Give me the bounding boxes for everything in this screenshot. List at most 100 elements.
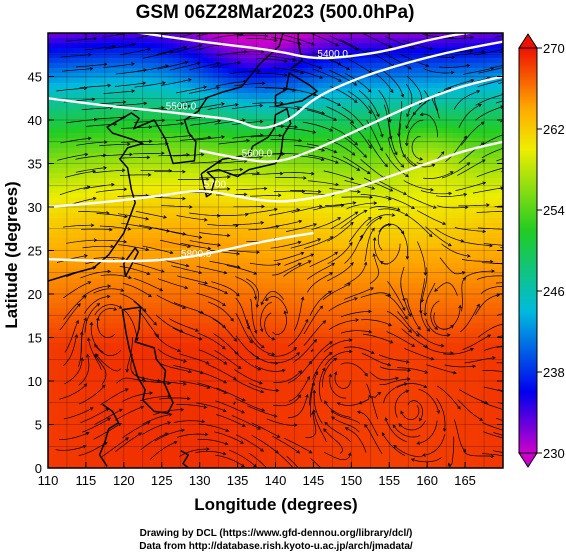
field-cell bbox=[138, 288, 144, 294]
field-cell bbox=[93, 118, 99, 124]
field-cell bbox=[248, 233, 254, 239]
field-cell bbox=[143, 173, 149, 179]
field-cell bbox=[193, 178, 199, 184]
field-cell bbox=[313, 253, 319, 259]
field-cell bbox=[133, 443, 139, 449]
field-cell bbox=[198, 73, 204, 79]
field-cell bbox=[163, 58, 169, 64]
field-cell bbox=[93, 338, 99, 344]
field-cell bbox=[198, 93, 204, 99]
field-cell bbox=[218, 358, 224, 364]
field-cell bbox=[113, 128, 119, 134]
field-cell bbox=[153, 93, 159, 99]
field-cell bbox=[48, 173, 54, 179]
field-cell bbox=[113, 183, 119, 189]
field-cell bbox=[278, 328, 284, 334]
field-cell bbox=[323, 383, 329, 389]
field-cell bbox=[243, 253, 249, 259]
field-cell bbox=[108, 308, 114, 314]
field-cell bbox=[253, 58, 259, 64]
field-cell bbox=[73, 168, 79, 174]
field-cell bbox=[243, 348, 249, 354]
field-cell bbox=[118, 288, 124, 294]
field-cell bbox=[298, 403, 304, 409]
field-cell bbox=[318, 213, 324, 219]
field-cell bbox=[333, 58, 339, 64]
field-cell bbox=[88, 98, 94, 104]
field-cell bbox=[283, 393, 289, 399]
field-cell bbox=[213, 333, 219, 339]
field-cell bbox=[78, 188, 84, 194]
field-cell bbox=[243, 308, 249, 314]
field-cell bbox=[248, 288, 254, 294]
field-cell bbox=[68, 423, 74, 429]
field-cell bbox=[73, 243, 79, 249]
field-cell bbox=[258, 183, 264, 189]
field-cell bbox=[208, 198, 214, 204]
field-cell bbox=[183, 278, 189, 284]
field-cell bbox=[73, 208, 79, 214]
field-cell bbox=[128, 323, 134, 329]
field-cell bbox=[263, 233, 269, 239]
field-cell bbox=[63, 448, 69, 454]
field-cell bbox=[153, 368, 159, 374]
field-cell bbox=[173, 353, 179, 359]
field-cell bbox=[258, 278, 264, 284]
field-cell bbox=[253, 203, 259, 209]
field-cell bbox=[243, 38, 249, 44]
field-cell bbox=[238, 418, 244, 424]
field-cell bbox=[198, 218, 204, 224]
field-cell bbox=[308, 333, 314, 339]
field-cell bbox=[88, 418, 94, 424]
field-cell bbox=[63, 78, 69, 84]
field-cell bbox=[268, 163, 274, 169]
field-cell bbox=[263, 388, 269, 394]
field-cell bbox=[183, 68, 189, 74]
field-cell bbox=[143, 73, 149, 79]
field-cell bbox=[73, 78, 79, 84]
field-cell bbox=[88, 368, 94, 374]
field-cell bbox=[323, 223, 329, 229]
field-cell bbox=[273, 393, 279, 399]
field-cell bbox=[263, 103, 269, 109]
field-cell bbox=[73, 103, 79, 109]
field-cell bbox=[193, 203, 199, 209]
field-cell bbox=[203, 58, 209, 64]
field-cell bbox=[133, 58, 139, 64]
field-cell bbox=[108, 93, 114, 99]
field-cell bbox=[213, 33, 219, 39]
field-cell bbox=[113, 278, 119, 284]
field-cell bbox=[303, 368, 309, 374]
field-cell bbox=[68, 58, 74, 64]
field-cell bbox=[268, 33, 274, 39]
field-cell bbox=[323, 168, 329, 174]
field-cell bbox=[58, 408, 64, 414]
field-cell bbox=[193, 333, 199, 339]
field-cell bbox=[303, 428, 309, 434]
field-cell bbox=[268, 458, 274, 464]
field-cell bbox=[78, 178, 84, 184]
field-cell bbox=[138, 263, 144, 269]
field-cell bbox=[188, 263, 194, 269]
field-cell bbox=[263, 308, 269, 314]
field-cell bbox=[48, 348, 54, 354]
field-cell bbox=[63, 438, 69, 444]
field-cell bbox=[238, 428, 244, 434]
field-cell bbox=[143, 148, 149, 154]
field-cell bbox=[98, 88, 104, 94]
field-cell bbox=[88, 103, 94, 109]
field-cell bbox=[188, 248, 194, 254]
field-cell bbox=[183, 433, 189, 439]
field-cell bbox=[313, 433, 319, 439]
field-cell bbox=[58, 103, 64, 109]
field-cell bbox=[108, 73, 114, 79]
field-cell bbox=[283, 203, 289, 209]
field-cell bbox=[153, 83, 159, 89]
field-cell bbox=[323, 443, 329, 449]
field-cell bbox=[118, 193, 124, 199]
field-cell bbox=[108, 443, 114, 449]
field-cell bbox=[223, 358, 229, 364]
field-cell bbox=[218, 323, 224, 329]
field-cell bbox=[248, 203, 254, 209]
field-cell bbox=[53, 383, 59, 389]
